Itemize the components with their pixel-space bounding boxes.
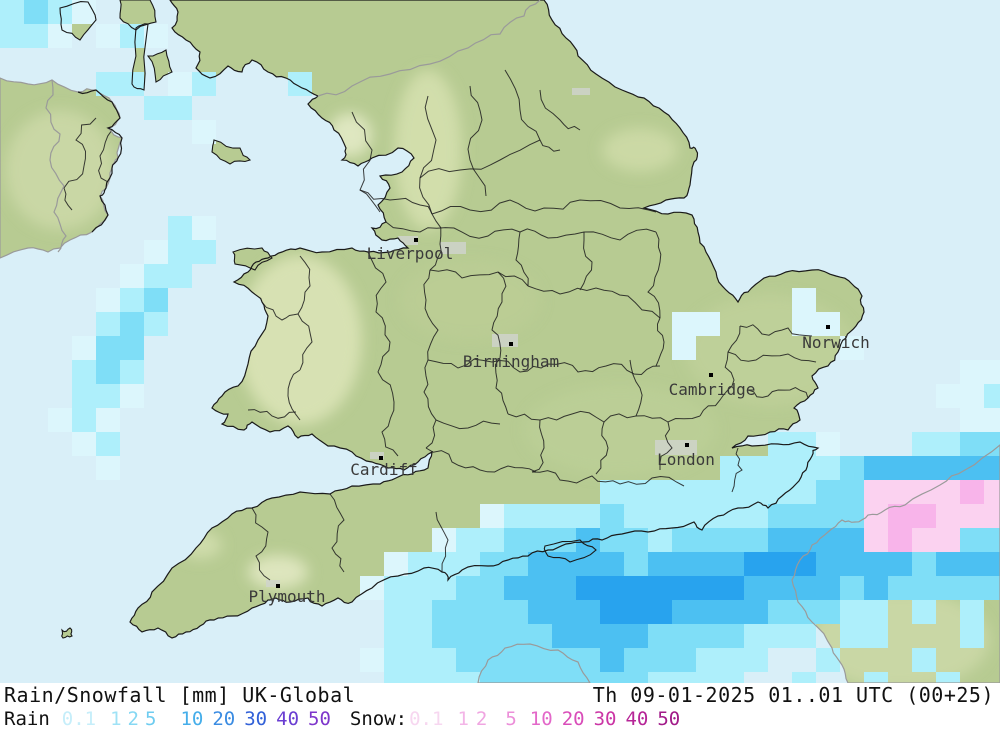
- city-london: London: [657, 443, 715, 469]
- city-birmingham: Birmingham: [463, 342, 559, 371]
- footer-title-row: Rain/Snowfall [mm] UK-Global Th 09-01-20…: [0, 683, 1000, 707]
- city-label: Liverpool: [367, 244, 454, 263]
- legend-value: 5: [145, 708, 157, 730]
- legend-value: 1: [457, 708, 469, 730]
- legend-value: 2: [475, 708, 488, 730]
- city-label: Norwich: [802, 333, 869, 352]
- coastlines: [0, 0, 1000, 683]
- city-dot: [276, 584, 280, 588]
- city-dot: [709, 373, 713, 377]
- weather-map: Liverpool Birmingham Norwich Cambridge Londo…: [0, 0, 1000, 683]
- legend-value: 40: [276, 708, 300, 730]
- county-boundaries: [63, 69, 817, 581]
- city-label: Birmingham: [463, 352, 559, 371]
- legend-value: 30: [593, 708, 617, 730]
- city-norwich: Norwich: [802, 325, 870, 352]
- city-cardiff: Cardiff: [350, 456, 418, 479]
- legend-value: 20: [561, 708, 585, 730]
- legend-value: 5: [505, 708, 517, 730]
- legend-value: 50: [657, 708, 681, 730]
- city-dot: [826, 325, 830, 329]
- legend-value: 10: [529, 708, 553, 730]
- city-liverpool: Liverpool: [367, 238, 454, 263]
- legend-value: 2: [127, 708, 139, 730]
- city-cambridge: Cambridge: [669, 373, 756, 399]
- rain-legend-label: Rain: [4, 708, 50, 730]
- footer-bar: Rain/Snowfall [mm] UK-Global Th 09-01-20…: [0, 683, 1000, 733]
- valid-time: Th 09-01-2025 01..01 UTC (00+25): [592, 683, 994, 707]
- city-plymouth: Plymouth: [248, 584, 326, 606]
- footer-legend-row: Rain 0.1 1 2 5 10 20 30 40 50 Snow: 0.1 1 2 5 10 20 30…: [0, 707, 1000, 731]
- precipitation-cells: [0, 0, 1000, 683]
- city-dot: [509, 342, 513, 346]
- legend-value: 40: [625, 708, 649, 730]
- legend-value: 30: [244, 708, 268, 730]
- legend-value: 50: [308, 708, 331, 730]
- city-dot: [685, 443, 689, 447]
- city-label: Cardiff: [350, 460, 417, 479]
- city-markers: Liverpool Birmingham Norwich Cambridge Londo…: [248, 238, 870, 606]
- rain-scale: 0.1 1 2 5 10 20 30 40 50: [62, 707, 340, 731]
- city-dot: [379, 456, 383, 460]
- city-label: Cambridge: [669, 380, 756, 399]
- legend-value: 0.1: [61, 708, 97, 730]
- map-title: Rain/Snowfall [mm] UK-Global: [4, 683, 356, 707]
- legend-value: 0.1: [409, 708, 444, 730]
- snow-legend-label: Snow:: [349, 708, 408, 730]
- legend-value: 10: [180, 708, 204, 730]
- legend-value: 1: [110, 708, 122, 730]
- city-label: London: [657, 450, 715, 469]
- city-label: Plymouth: [248, 587, 325, 606]
- city-dot: [414, 238, 418, 242]
- legend-value: 20: [212, 708, 236, 730]
- snow-scale: 0.1 1 2 5 10 20 30 40 50: [409, 707, 689, 731]
